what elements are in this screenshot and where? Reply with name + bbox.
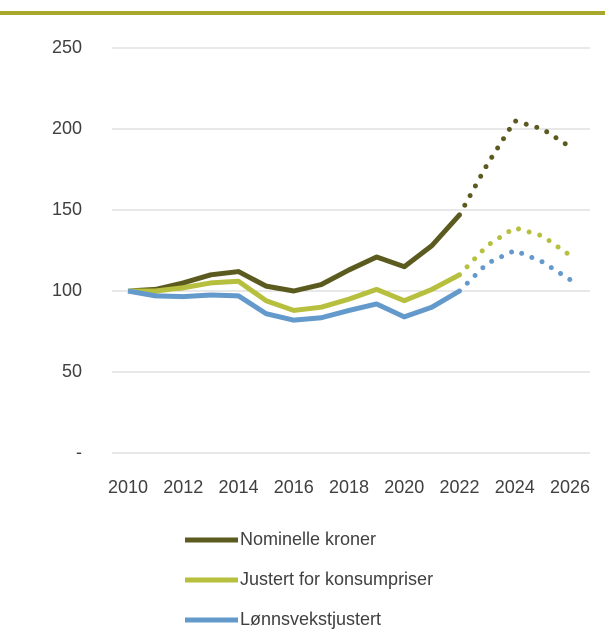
series-line (128, 272, 461, 313)
x-tick-label: 2026 (550, 477, 590, 497)
x-tick-label: 2014 (218, 477, 258, 497)
y-tick-label: 100 (52, 280, 82, 300)
series-line (127, 288, 461, 323)
series-line (127, 213, 462, 294)
legend-label: Justert for konsumpriser (240, 569, 433, 589)
x-tick-label: 2016 (274, 477, 314, 497)
x-tick-label: 2020 (384, 477, 424, 497)
y-tick-label: - (76, 442, 82, 462)
x-tick-label: 2018 (329, 477, 369, 497)
x-tick-label: 2010 (108, 477, 148, 497)
forecast-line (457, 118, 573, 218)
top-rule (0, 11, 605, 15)
legend-label: Lønnsvekstjustert (240, 609, 381, 629)
x-tick-label: 2022 (439, 477, 479, 497)
y-tick-label: 200 (52, 118, 82, 138)
x-tick-label: 2012 (163, 477, 203, 497)
x-tick-label: 2024 (495, 477, 535, 497)
y-tick-label: 150 (52, 199, 82, 219)
y-tick-label: 250 (52, 37, 82, 57)
y-tick-label: 50 (62, 361, 82, 381)
forecast-line (457, 248, 573, 294)
legend-label: Nominelle kroner (240, 529, 376, 549)
